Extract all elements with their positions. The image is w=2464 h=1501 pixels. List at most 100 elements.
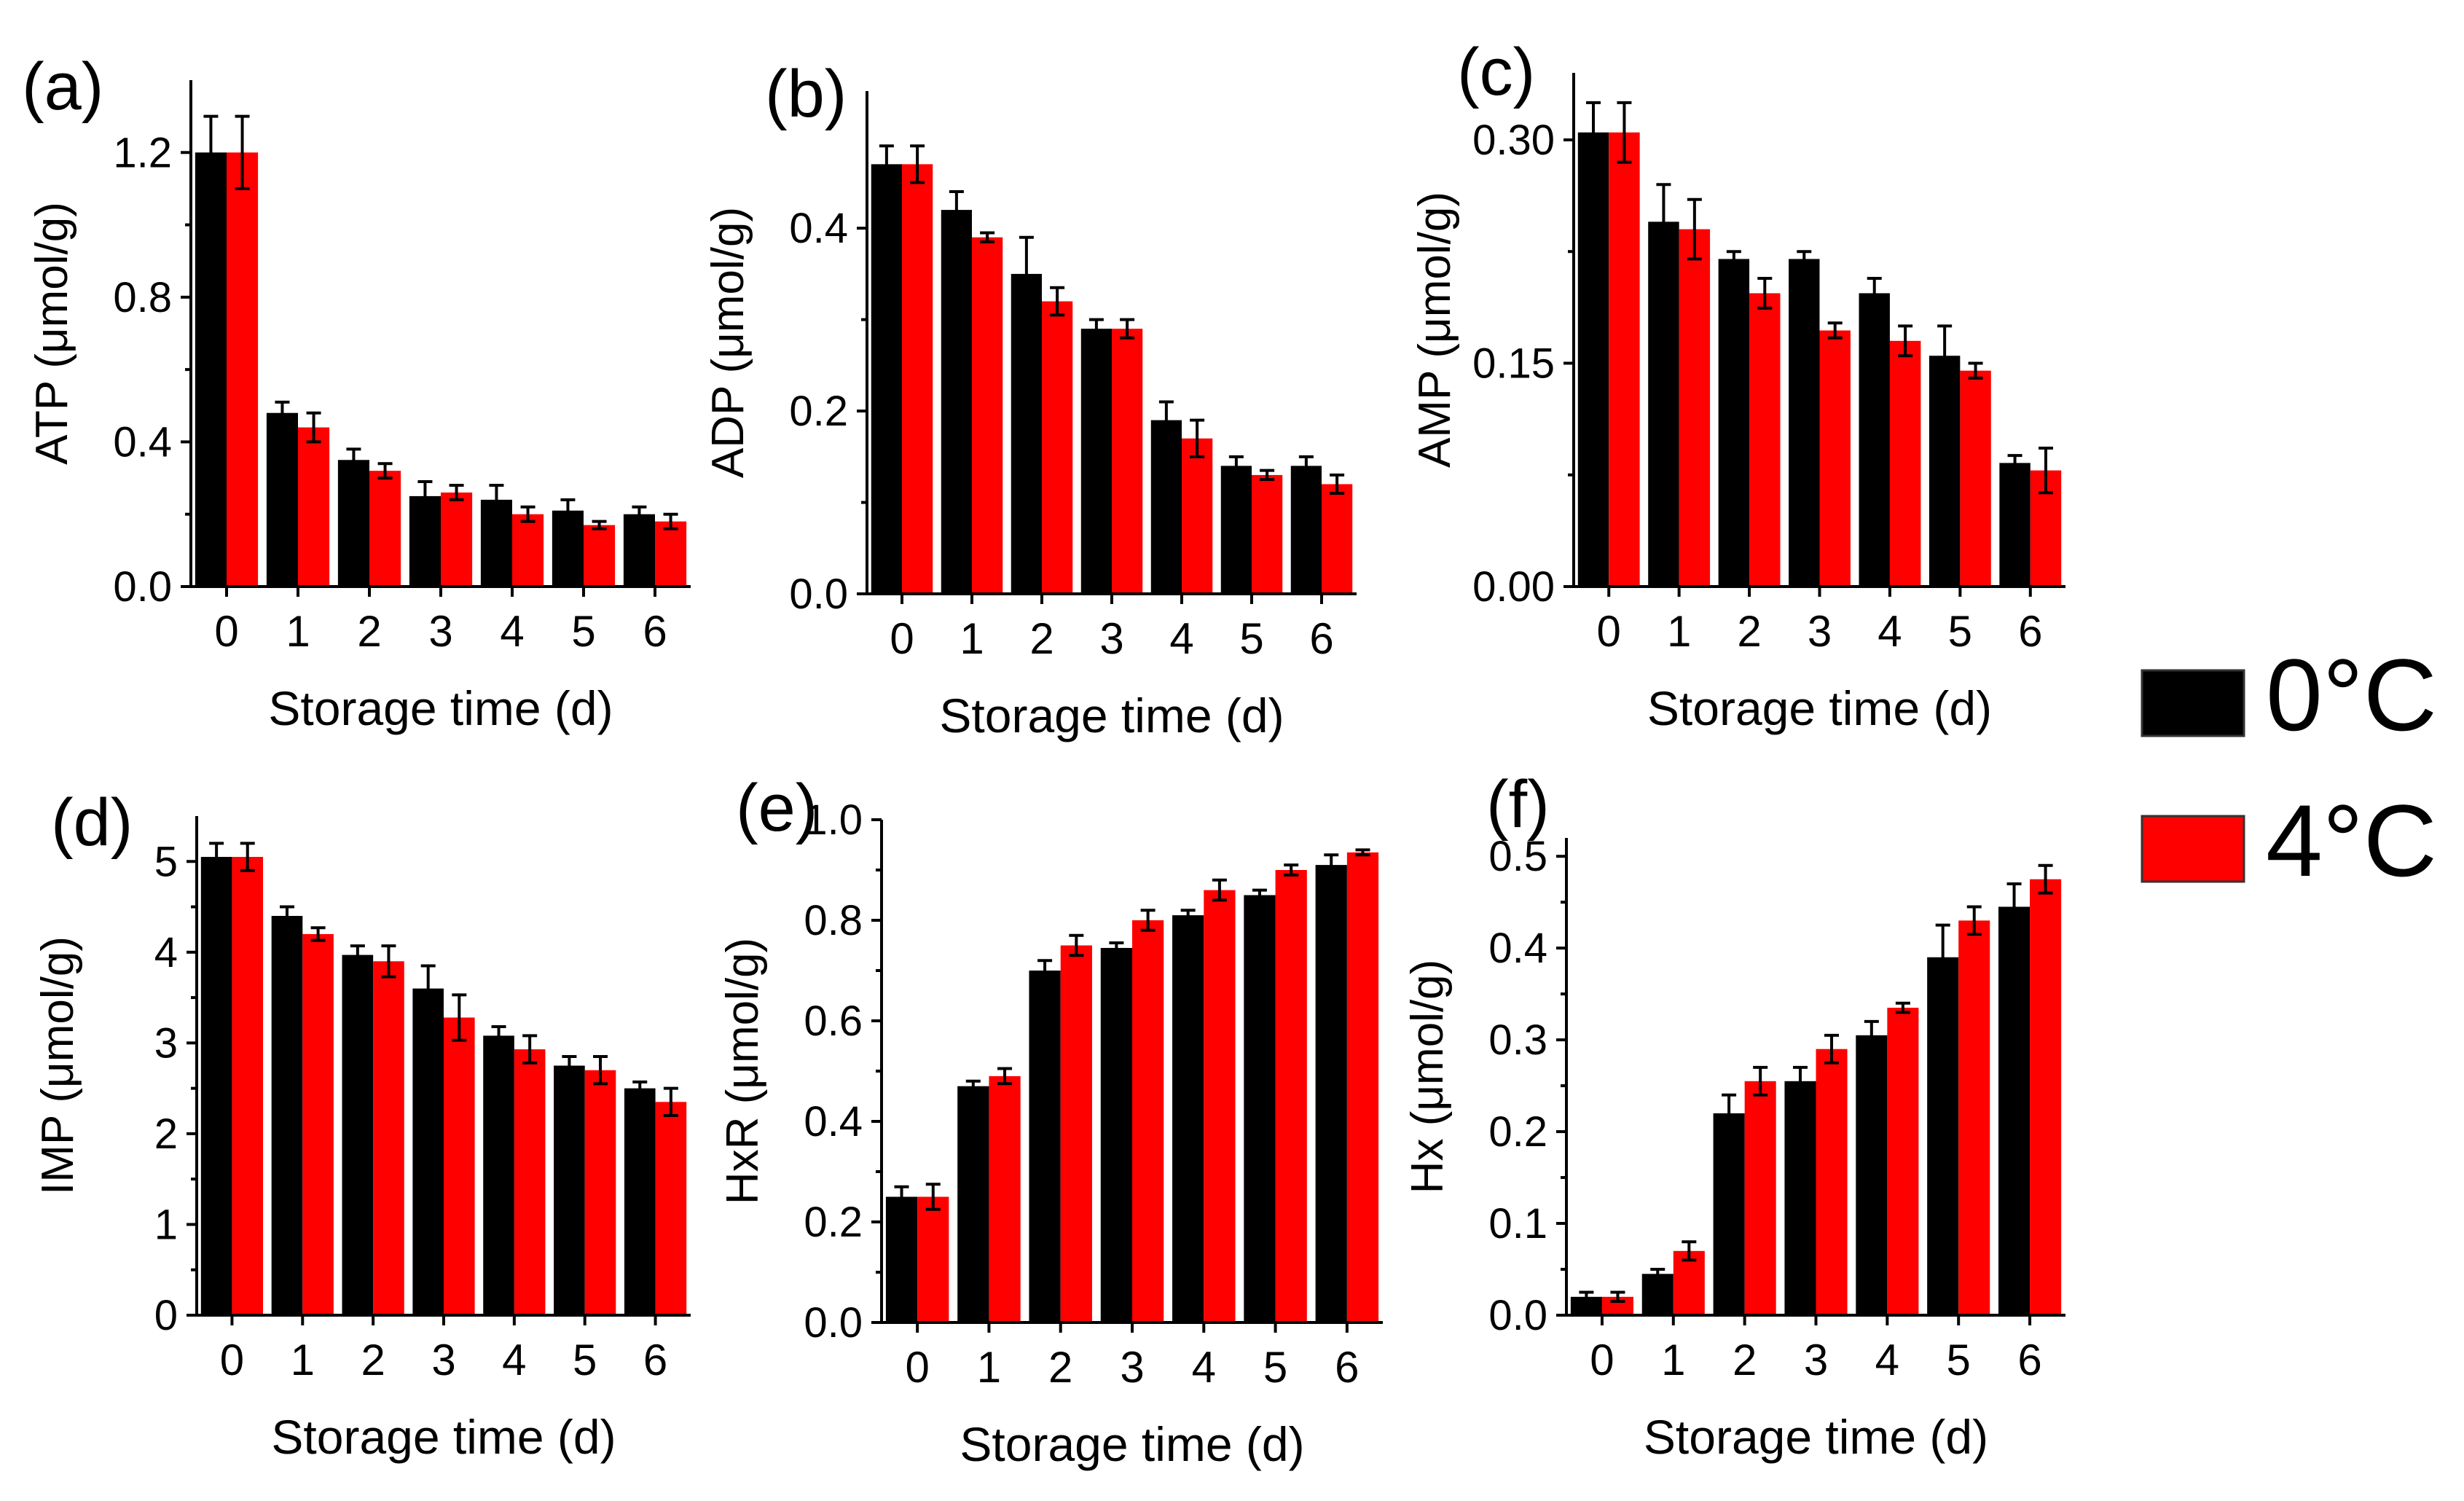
bar-0°C-2 — [1713, 1113, 1745, 1315]
error-bar — [1864, 1019, 1879, 1051]
error-bar — [949, 190, 964, 230]
bar-4°C-0 — [227, 152, 259, 587]
bar-0°C-5 — [552, 510, 584, 587]
error-bar — [310, 926, 326, 942]
x-tick-label: 3 — [1808, 607, 1832, 656]
bar-4°C-0 — [1609, 132, 1640, 587]
bar-4°C-1 — [989, 1075, 1021, 1322]
error-bar — [1682, 1240, 1697, 1262]
y-tick-label: 0.2 — [1488, 1108, 1547, 1156]
bar-0°C-6 — [623, 514, 655, 587]
error-bar — [1935, 923, 1950, 991]
error-bar — [306, 411, 321, 444]
bar-4°C-4 — [1182, 438, 1213, 594]
x-tick-label: 4 — [1875, 1336, 1899, 1384]
bar-0°C-6 — [1290, 466, 1322, 594]
error-bar — [1895, 1001, 1910, 1014]
bar-0°C-4 — [1172, 915, 1204, 1322]
bar-4°C-1 — [1679, 229, 1711, 587]
y-tick-label: 0.0 — [113, 563, 172, 611]
error-bar — [1898, 324, 1913, 358]
error-bar — [997, 1067, 1013, 1086]
x-tick-label: 1 — [1667, 607, 1691, 656]
error-bar — [1656, 183, 1671, 261]
panel-label: (e) — [736, 771, 817, 845]
bar-4°C-6 — [655, 521, 687, 587]
bar-4°C-2 — [1744, 1081, 1776, 1315]
panel-label: (a) — [22, 50, 103, 124]
bar-4°C-1 — [1673, 1250, 1705, 1315]
y-tick-label: 0.0 — [1488, 1292, 1547, 1339]
error-bar — [1109, 941, 1124, 955]
y-tick-label: 0.6 — [804, 998, 863, 1045]
y-tick-label: 3 — [154, 1019, 178, 1067]
x-tick-label: 5 — [573, 1336, 597, 1384]
y-tick-label: 0.4 — [804, 1098, 863, 1145]
bar-4°C-3 — [1112, 329, 1143, 594]
error-bar — [209, 842, 224, 872]
error-bar — [1019, 235, 1034, 313]
bar-0°C-2 — [1011, 273, 1042, 594]
bar-4°C-2 — [1060, 945, 1092, 1322]
bar-4°C-4 — [1204, 890, 1236, 1322]
y-tick-label: 0.00 — [1472, 563, 1555, 611]
bar-4°C-2 — [1749, 293, 1781, 587]
error-bar — [1190, 418, 1205, 458]
x-tick-label: 5 — [571, 607, 595, 656]
error-bar — [1140, 909, 1156, 932]
error-bar — [1722, 1093, 1737, 1134]
x-tick-label: 3 — [1804, 1336, 1828, 1384]
error-bar — [1792, 1065, 1808, 1097]
bar-0°C-2 — [1718, 259, 1750, 587]
legend: 0°C 4°C — [2141, 638, 2437, 898]
error-bar — [417, 480, 433, 512]
bar-4°C-4 — [512, 514, 544, 587]
error-bar — [1037, 959, 1053, 982]
error-bar — [663, 1086, 678, 1117]
y-tick-label: 2 — [154, 1110, 178, 1158]
error-bar — [240, 842, 255, 872]
bar-0°C-3 — [412, 988, 444, 1315]
y-tick-label: 4 — [154, 929, 178, 976]
bar-0°C-0 — [885, 1196, 918, 1322]
x-tick-label: 3 — [428, 607, 452, 656]
y-axis-label: ATP (μmol/g) — [27, 202, 77, 465]
x-tick-label: 2 — [1029, 614, 1054, 663]
bar-0°C-2 — [337, 460, 369, 587]
bar-0°C-6 — [1999, 463, 2031, 587]
y-axis-label: IMP (μmol/g) — [33, 936, 83, 1195]
error-bar — [522, 1034, 538, 1065]
x-tick-label: 4 — [500, 607, 524, 656]
x-tick-label: 6 — [1335, 1343, 1359, 1392]
error-bar — [381, 944, 396, 979]
bar-4°C-2 — [373, 961, 404, 1315]
bar-0°C-1 — [1648, 222, 1679, 587]
x-tick-label: 5 — [1947, 1336, 1971, 1384]
bar-0°C-4 — [1150, 420, 1182, 594]
y-tick-label: 0.1 — [1488, 1200, 1547, 1247]
legend-label-0c: 0°C — [2266, 638, 2437, 752]
x-tick-label: 3 — [1099, 614, 1123, 663]
x-axis-label: Storage time (d) — [1644, 1410, 1988, 1464]
error-bar — [1968, 361, 1983, 380]
bar-0°C-1 — [1641, 1274, 1674, 1315]
error-bar — [520, 505, 535, 523]
error-bar — [235, 114, 250, 190]
x-tick-label: 6 — [643, 607, 667, 656]
y-tick-label: 0.0 — [789, 571, 848, 618]
error-bar — [592, 520, 607, 530]
panel-3: (c) 0.00 0.15 0.30 0 1 2 3 4 5 6 Storage time (d) AM… — [1410, 35, 2065, 735]
error-bar — [1088, 318, 1104, 340]
y-tick-label: 0.30 — [1472, 117, 1555, 164]
bar-0°C-4 — [1856, 1035, 1888, 1315]
error-bar — [1757, 277, 1773, 310]
x-tick-label: 0 — [905, 1343, 929, 1392]
error-bar — [350, 944, 365, 966]
legend-label-4c: 4°C — [2266, 783, 2437, 898]
y-tick-label: 0.8 — [804, 897, 863, 944]
x-axis-label: Storage time (d) — [960, 1417, 1304, 1471]
x-tick-label: 4 — [502, 1336, 526, 1384]
error-bar — [452, 993, 467, 1042]
bar-4°C-2 — [369, 471, 401, 587]
